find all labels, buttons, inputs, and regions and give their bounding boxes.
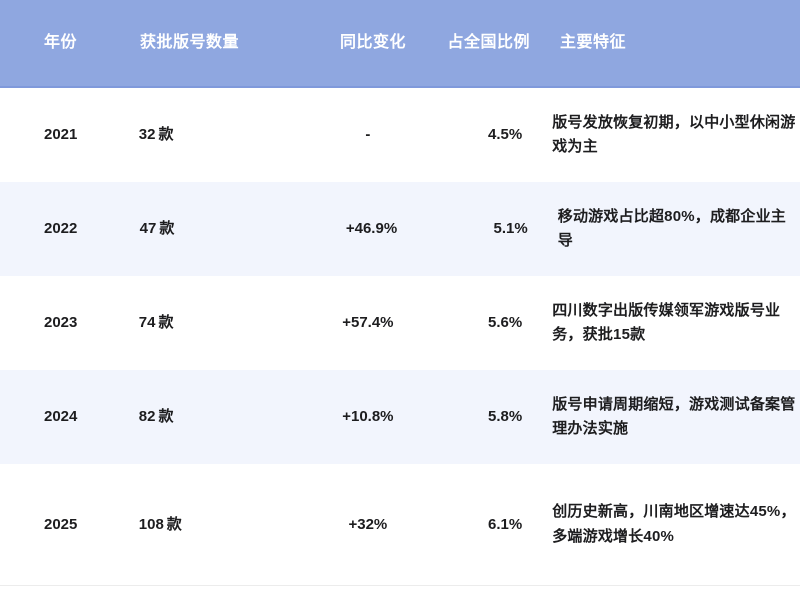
cell-feature: 版号发放恢复初期，以中小型休闲游戏为主 bbox=[540, 111, 800, 160]
feature-text: 创历史新高，川南地区增速达45%，多端游戏增长40% bbox=[552, 503, 796, 545]
cell-feature: 创历史新高，川南地区增速达45%，多端游戏增长40% bbox=[540, 500, 800, 549]
cell-feature: 四川数字出版传媒领军游戏版号业务，获批15款 bbox=[540, 299, 800, 348]
cell-year: 2021 bbox=[44, 126, 78, 144]
column-header-feature[interactable]: 主要特征 bbox=[560, 34, 627, 51]
table-row[interactable]: 2024 82 款 +10.8% 5.8% 版号申请周期缩短，游戏测试备案管理办法… bbox=[0, 370, 800, 464]
cell-share: 5.8% bbox=[488, 408, 523, 426]
table-row[interactable]: 2022 47 款 +46.9% 5.1% 移动游戏占比超80%，成都企业主导 bbox=[0, 182, 800, 276]
count-unit: 款 bbox=[158, 126, 174, 144]
count-unit: 款 bbox=[158, 314, 174, 332]
column-header-count[interactable]: 获批版号数量 bbox=[140, 34, 240, 51]
cell-count: 82 款 bbox=[117, 405, 304, 428]
cell-yoy: +57.4% bbox=[342, 314, 394, 332]
feature-text: 移动游戏占比超80%，成都企业主导 bbox=[557, 207, 786, 249]
cell-year: 2023 bbox=[44, 314, 78, 332]
count-value: 32 bbox=[138, 126, 156, 144]
count-unit: 款 bbox=[159, 220, 175, 238]
count-value: 108 bbox=[138, 515, 164, 533]
feature-text: 版号申请周期缩短，游戏测试备案管理办法实施 bbox=[552, 395, 796, 437]
count-value: 74 bbox=[138, 314, 156, 332]
cell-share: 4.5% bbox=[488, 126, 523, 144]
cell-share: 5.1% bbox=[493, 220, 528, 238]
column-header-share[interactable]: 占全国比例 bbox=[447, 34, 530, 51]
cell-yoy: +32% bbox=[348, 515, 388, 533]
table-header-row: 年份 获批版号数量 同比变化 占全国比例 主要特征 bbox=[0, 0, 800, 88]
column-header-year[interactable]: 年份 bbox=[44, 34, 78, 51]
table-body: 2021 32 款 - 4.5% 版号发放恢复初期，以中小型休闲游戏为主 2022… bbox=[0, 88, 800, 600]
cell-feature: 移动游戏占比超80%，成都企业主导 bbox=[546, 205, 800, 254]
cell-yoy: +46.9% bbox=[345, 220, 398, 238]
cell-yoy: - bbox=[365, 126, 371, 144]
table-row[interactable]: 2025 108 款 +32% 6.1% 创历史新高，川南地区增速达45%，多端游… bbox=[0, 464, 800, 586]
cell-year: 2025 bbox=[44, 515, 78, 533]
table-row[interactable]: 2021 32 款 - 4.5% 版号发放恢复初期，以中小型休闲游戏为主 bbox=[0, 88, 800, 182]
cell-count: 108 款 bbox=[117, 513, 304, 536]
count-value: 82 bbox=[138, 408, 156, 426]
column-header-yoy[interactable]: 同比变化 bbox=[339, 34, 406, 51]
cell-year: 2024 bbox=[44, 408, 78, 426]
feature-text: 版号发放恢复初期，以中小型休闲游戏为主 bbox=[552, 113, 796, 155]
table-row[interactable]: 2023 74 款 +57.4% 5.6% 四川数字出版传媒领军游戏版号业务，获批… bbox=[0, 276, 800, 370]
cell-yoy: +10.8% bbox=[342, 408, 394, 426]
count-unit: 款 bbox=[166, 515, 182, 533]
count-unit: 款 bbox=[158, 408, 174, 426]
cell-year: 2022 bbox=[44, 220, 78, 238]
cell-count: 47 款 bbox=[118, 217, 307, 240]
feature-text: 四川数字出版传媒领军游戏版号业务，获批15款 bbox=[552, 301, 781, 343]
cell-count: 32 款 bbox=[117, 123, 304, 146]
cell-count: 74 款 bbox=[117, 311, 304, 334]
cell-feature: 版号申请周期缩短，游戏测试备案管理办法实施 bbox=[540, 393, 800, 442]
cell-share: 6.1% bbox=[488, 515, 523, 533]
cell-share: 5.6% bbox=[488, 314, 523, 332]
count-value: 47 bbox=[139, 220, 157, 238]
